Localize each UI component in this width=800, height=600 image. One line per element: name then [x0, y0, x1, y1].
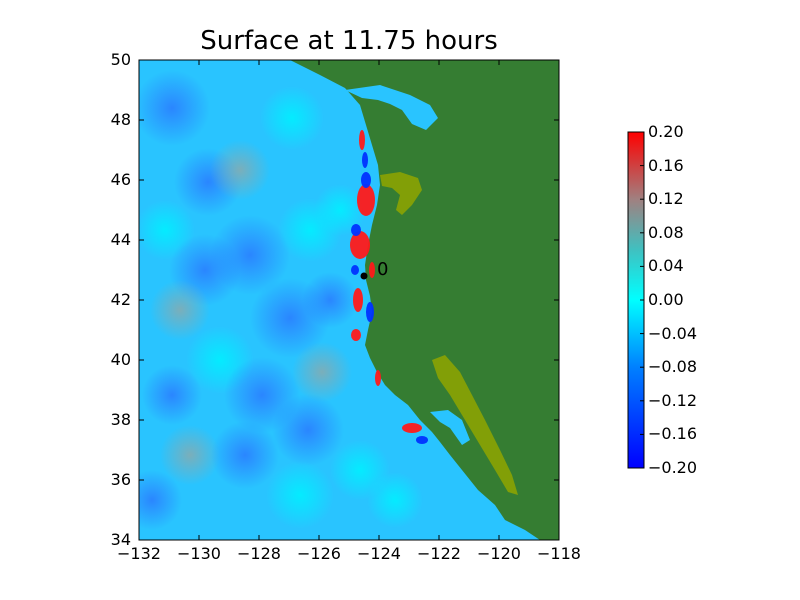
x-tick-label: −128 — [237, 544, 281, 563]
coastal-anomaly — [359, 130, 365, 150]
y-tick-label: 48 — [110, 110, 131, 129]
coastal-anomaly — [361, 172, 371, 188]
ocean-anomaly-blob — [314, 184, 366, 236]
y-tick-label: 36 — [110, 470, 131, 489]
marker-label: 0 — [377, 259, 388, 280]
y-tick-label: 46 — [110, 170, 131, 189]
colorbar-tick-label: −0.12 — [648, 390, 698, 410]
x-tick-label: −122 — [417, 544, 461, 563]
colorbar-tick-label: 0.08 — [648, 222, 684, 242]
ocean-anomaly-blob — [260, 86, 324, 150]
ocean-anomaly-blob — [142, 365, 202, 425]
y-tick-label: 42 — [110, 290, 131, 309]
colorbar-tick-label: −0.08 — [648, 357, 698, 377]
colorbar-tick-label: 0.12 — [648, 189, 684, 209]
coastal-anomaly — [357, 184, 375, 216]
coastal-anomaly — [351, 329, 361, 341]
colorbar-tick-label: −0.16 — [648, 424, 698, 444]
ocean-wave-pattern — [139, 70, 423, 530]
ocean-anomaly-blob — [211, 421, 279, 489]
coastal-wave-anomalies — [350, 130, 428, 444]
coastal-anomaly — [350, 231, 370, 259]
x-axis-ticks — [138, 60, 560, 540]
y-axis-ticks — [139, 59, 559, 541]
land-region — [290, 60, 559, 540]
coastal-anomaly — [416, 436, 428, 444]
y-tick-label: 50 — [110, 50, 131, 69]
colorbar-tick-label: −0.20 — [648, 458, 698, 477]
x-tick-label: −130 — [177, 544, 221, 563]
bay-water — [430, 410, 470, 445]
colorbar-tick-label: 0.16 — [648, 155, 684, 175]
ocean-anomaly-blob — [302, 272, 358, 328]
colorbar-tick-label: 0.00 — [648, 290, 684, 309]
x-tick-label: −120 — [477, 544, 521, 563]
ocean-anomaly-blob — [266, 461, 334, 529]
ocean-anomaly-blob — [139, 470, 182, 530]
coastal-anomaly — [375, 370, 381, 386]
coastal-anomaly — [351, 265, 359, 275]
coastal-anomaly — [369, 262, 375, 278]
columbia-shallows — [380, 172, 422, 215]
colorbar-tick-label: 0.04 — [648, 256, 684, 276]
y-tick-label: 34 — [110, 530, 131, 549]
ocean-anomaly-blob — [150, 280, 210, 340]
location-marker: 0 — [360, 259, 388, 280]
x-tick-label: −124 — [357, 544, 401, 563]
y-tick-label: 44 — [110, 230, 131, 249]
shallow-land-valley — [432, 355, 518, 495]
x-tick-label: −132 — [117, 544, 161, 563]
coastal-anomaly — [362, 152, 368, 168]
ocean-anomaly-blob — [139, 70, 210, 146]
coastal-anomaly — [353, 288, 363, 312]
ocean-anomaly-blob — [272, 394, 344, 466]
ocean-anomaly-blob — [292, 342, 352, 402]
y-tick-label: 38 — [110, 410, 131, 429]
ocean-anomaly-blob — [210, 215, 290, 295]
ocean-anomaly-blob — [210, 140, 270, 200]
coastal-anomaly — [402, 423, 422, 433]
ocean-anomaly-blob — [160, 425, 220, 485]
colorbar-tick-label: −0.04 — [648, 323, 698, 343]
x-tick-label: −126 — [297, 544, 341, 563]
puget-sound-water — [345, 85, 438, 130]
chart-title: Surface at 11.75 hours — [200, 26, 498, 56]
coastal-anomaly — [366, 302, 374, 322]
x-tick-label: −118 — [537, 544, 581, 563]
colorbar-tick-label: 0.20 — [648, 122, 684, 141]
marker-dot — [360, 272, 368, 280]
map-plot-area — [139, 60, 559, 540]
ocean-anomaly-blob — [367, 472, 423, 528]
coastal-anomaly — [351, 224, 361, 236]
y-tick-label: 40 — [110, 350, 131, 369]
colorbar-ticks — [640, 131, 644, 469]
